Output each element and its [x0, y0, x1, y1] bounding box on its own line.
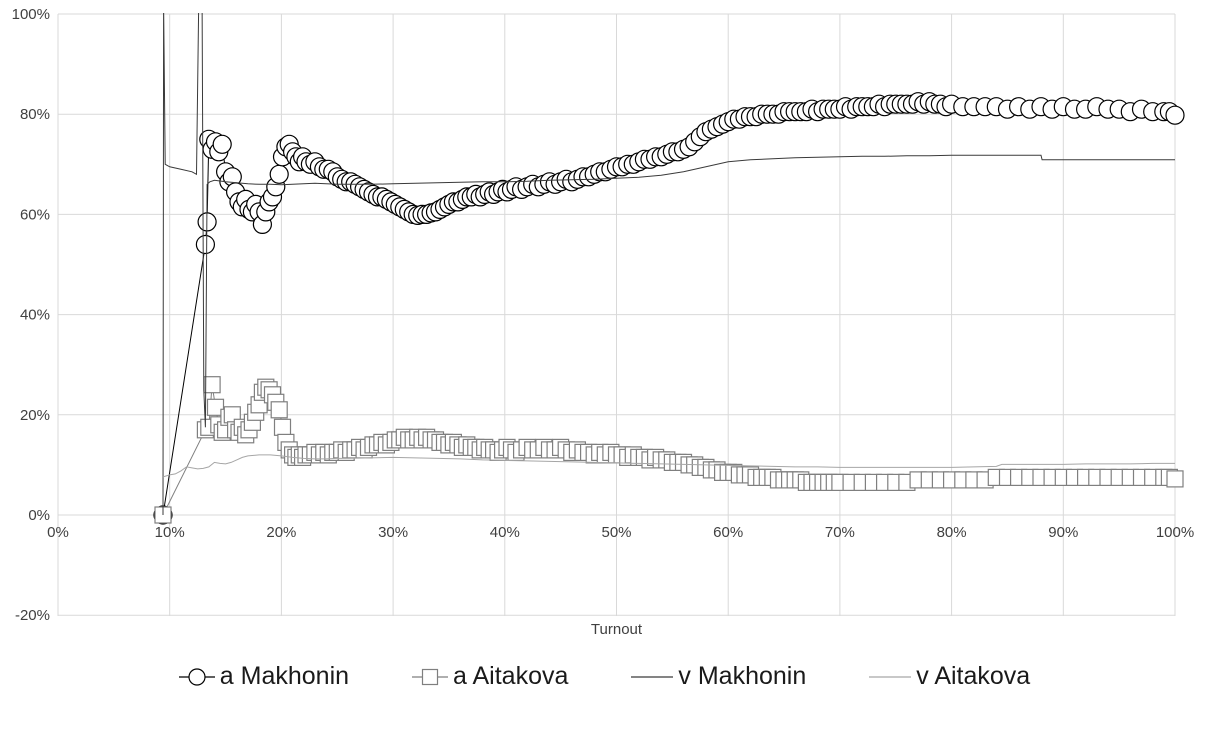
x-tick-label: 20%	[266, 524, 296, 541]
x-tick-label: 30%	[378, 524, 408, 541]
x-tick-label: 40%	[490, 524, 520, 541]
x-axis-title: Turnout	[590, 621, 643, 638]
y-tick-label: 60%	[20, 206, 50, 223]
legend-item-a-aitakova: a Aitakova	[411, 662, 568, 691]
chart-legend: a Makhonin a Aitakova v Makhonin v Aitak…	[0, 662, 1208, 691]
results-vs-turnout-chart: 0% 10% 20% 30% 40% 50% 60% 70% 80% 90% 100% -20% 0% 2…	[12, 6, 1195, 624]
y-tick-label: -20%	[15, 607, 50, 624]
x-tick-label: 0%	[47, 524, 69, 541]
circle-marker-icon	[178, 667, 215, 686]
y-tick-label: 20%	[20, 407, 50, 424]
x-tick-label: 50%	[601, 524, 631, 541]
x-tick-label: 100%	[1156, 524, 1194, 541]
legend-label-v-makhonin: v Makhonin	[678, 662, 807, 690]
y-tick-label: 0%	[28, 507, 50, 524]
y-tick-label: 80%	[20, 106, 50, 123]
y-tick-label: 100%	[12, 6, 50, 23]
legend-item-v-makhonin: v Makhonin	[630, 662, 806, 691]
legend-label-v-aitakova: v Aitakova	[916, 662, 1031, 690]
legend-label-a-makhonin: a Makhonin	[219, 662, 350, 690]
line-marker-icon	[631, 675, 674, 678]
x-tick-label: 60%	[713, 524, 743, 541]
y-tick-label: 40%	[20, 307, 50, 324]
square-marker-icon	[412, 668, 449, 685]
x-tick-label: 70%	[825, 524, 855, 541]
x-tick-label: 90%	[1048, 524, 1078, 541]
x-tick-label: 80%	[937, 524, 967, 541]
legend-item-v-aitakova: v Aitakova	[868, 662, 1030, 691]
legend-label-a-aitakova: a Aitakova	[453, 662, 569, 690]
x-tick-label: 10%	[155, 524, 185, 541]
line-marker-icon	[869, 675, 912, 678]
legend-item-a-makhonin: a Makhonin	[178, 662, 349, 691]
